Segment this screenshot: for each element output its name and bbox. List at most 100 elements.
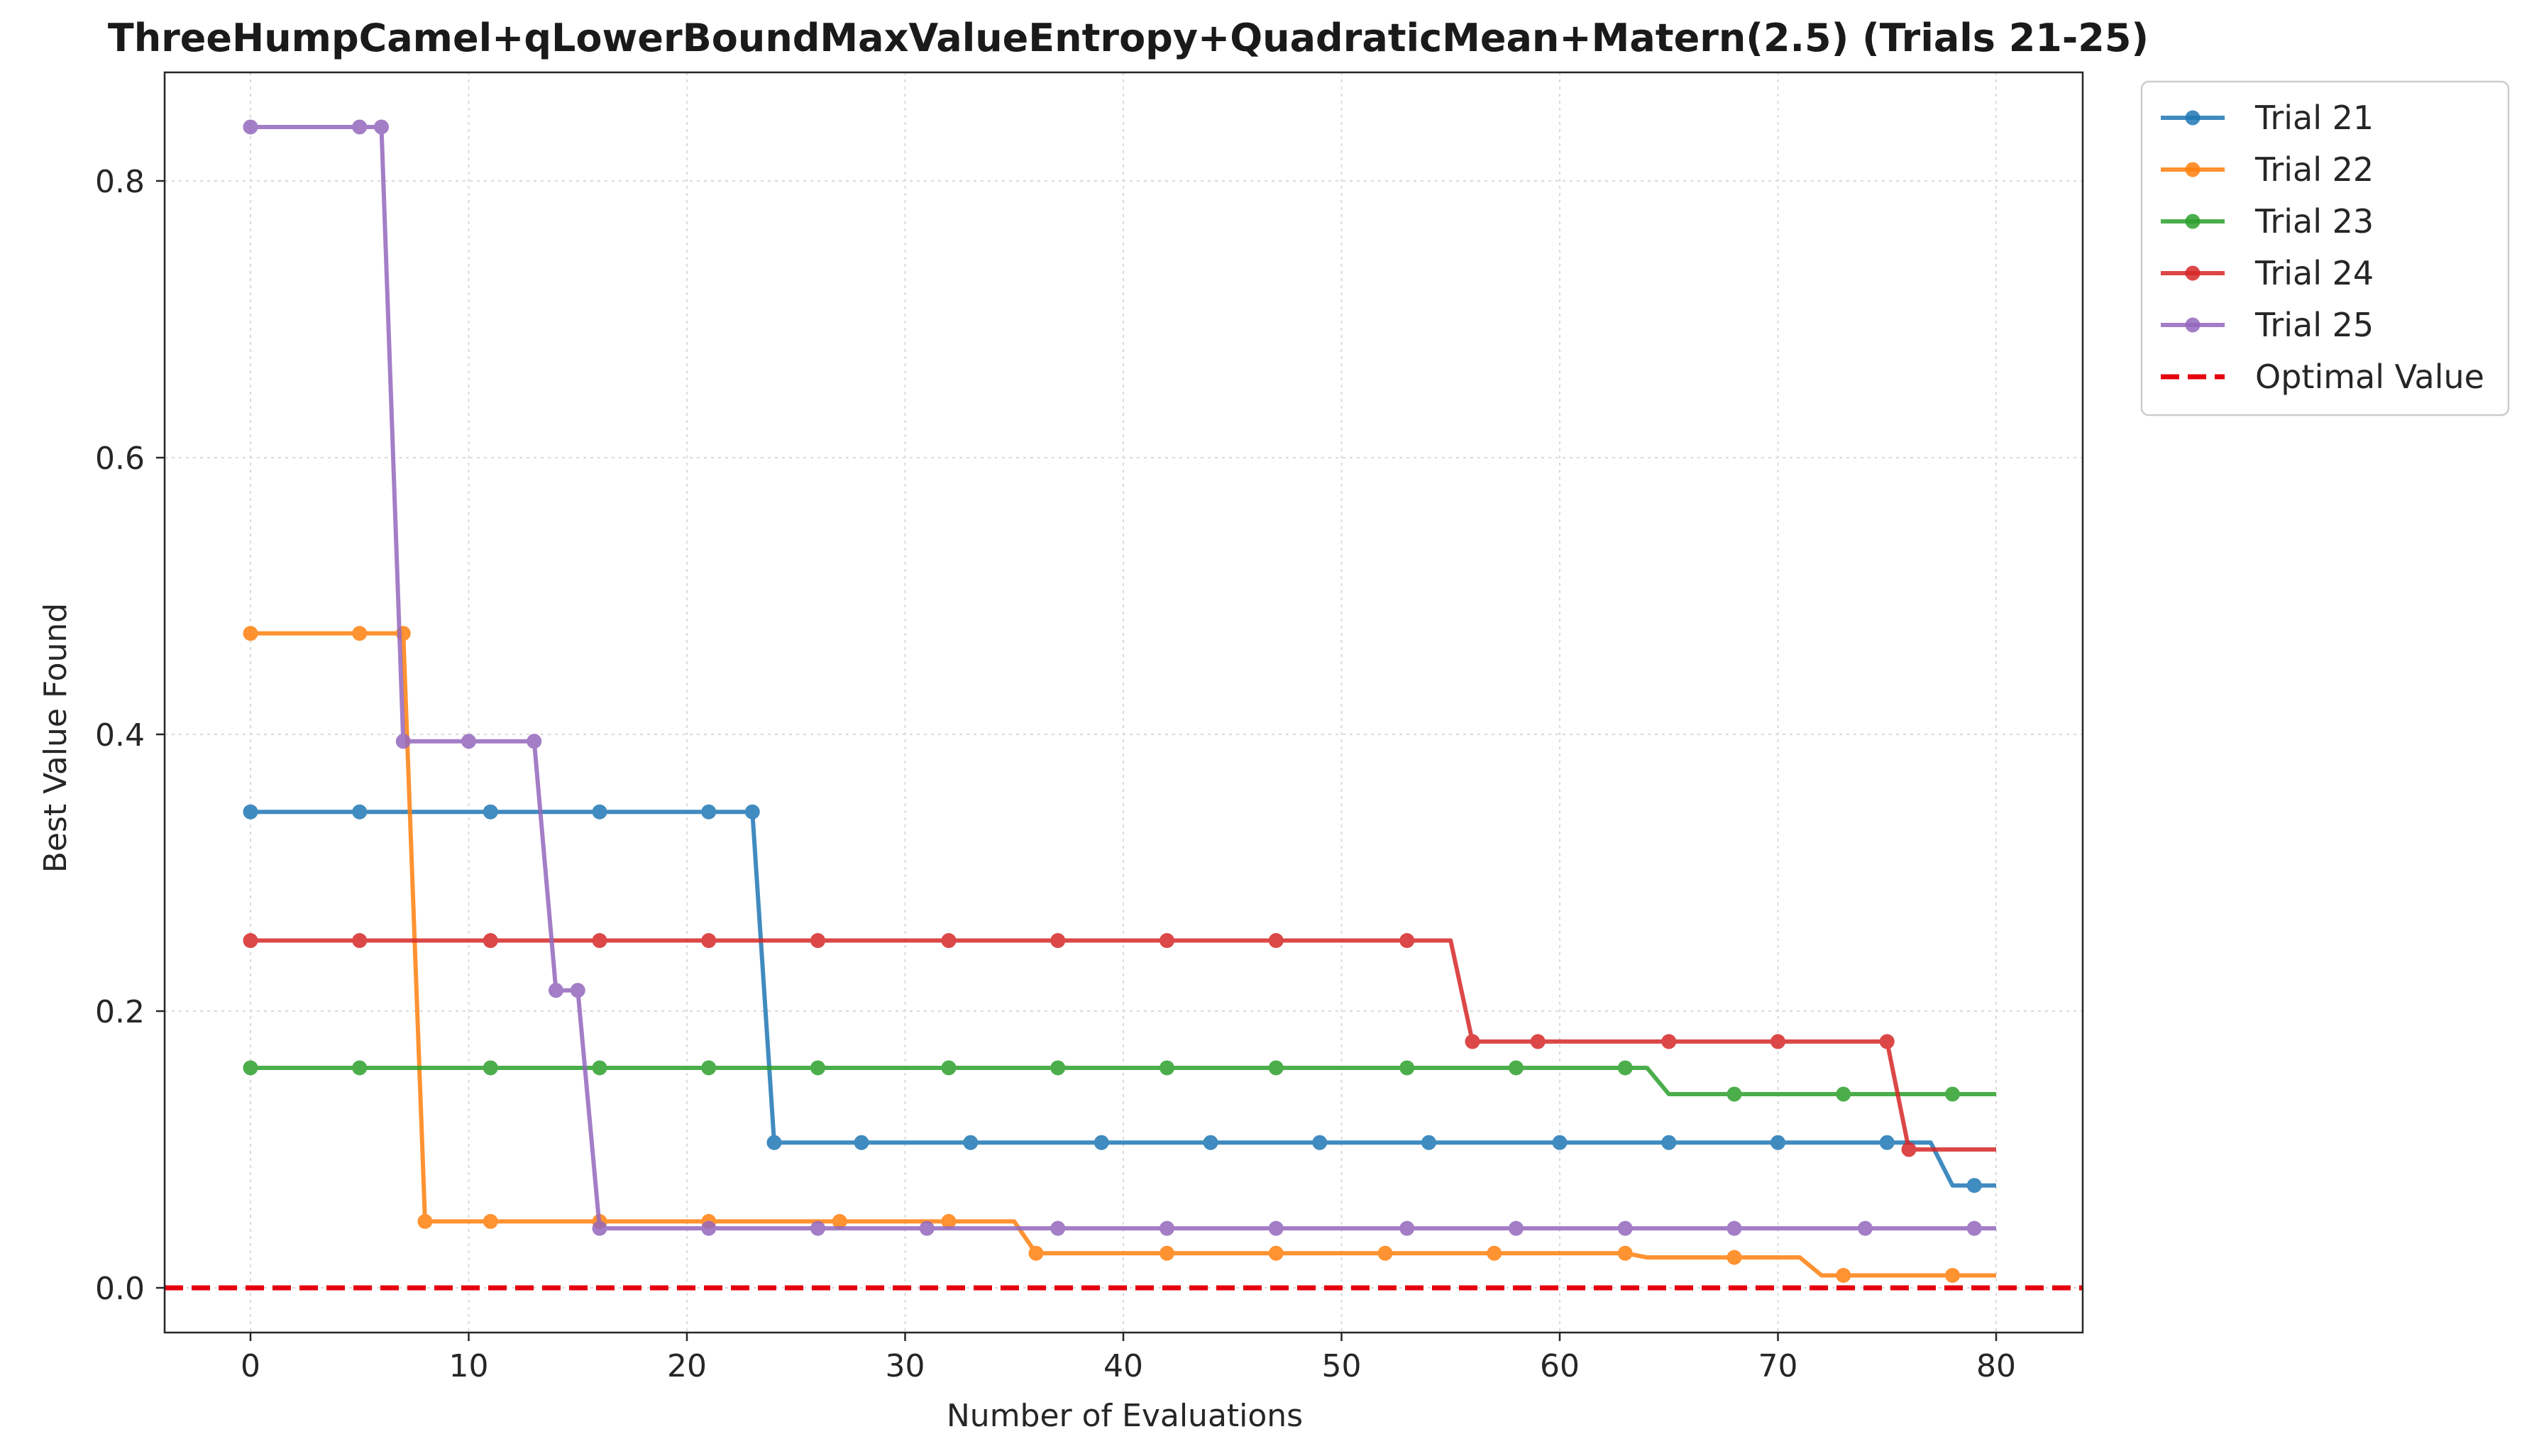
data-point-trial-24: [1465, 1034, 1480, 1049]
data-point-trial-23: [483, 1060, 498, 1076]
y-tick-label: 0.4: [95, 717, 145, 754]
data-point-trial-24: [1160, 933, 1174, 949]
y-tick-label: 0.2: [95, 994, 145, 1030]
data-point-trial-25: [919, 1220, 935, 1236]
data-point-trial-23: [1160, 1060, 1174, 1076]
data-point-trial-24: [1050, 933, 1066, 949]
series-trial-21: [243, 804, 1996, 1193]
data-point-trial-25: [1050, 1220, 1066, 1236]
data-point-trial-25: [1726, 1220, 1742, 1236]
data-point-trial-25: [570, 983, 585, 998]
y-tick-label: 0.8: [95, 164, 145, 200]
data-point-trial-25: [1966, 1220, 1982, 1236]
legend-label: Trial 22: [2254, 150, 2374, 189]
data-point-trial-23: [1050, 1060, 1066, 1076]
legend-marker: [2185, 317, 2201, 333]
legend-item-trial-21: Trial 21: [2161, 99, 2374, 137]
data-point-trial-23: [1399, 1060, 1415, 1076]
data-point-trial-23: [1836, 1086, 1851, 1102]
series-trial-24: [243, 933, 1996, 1157]
data-point-trial-23: [701, 1060, 717, 1076]
data-point-trial-24: [1879, 1034, 1895, 1049]
legend-label: Optimal Value: [2255, 358, 2484, 396]
x-axis-label: Number of Evaluations: [947, 1398, 1303, 1434]
data-point-trial-21: [1770, 1135, 1785, 1150]
series-line-trial-25: [250, 124, 1996, 1231]
data-point-trial-25: [1399, 1220, 1415, 1236]
data-point-trial-22: [1617, 1245, 1633, 1261]
legend-item-trial-24: Trial 24: [2161, 254, 2374, 292]
data-point-trial-25: [592, 1220, 607, 1236]
data-point-trial-22: [1377, 1245, 1393, 1261]
data-point-trial-21: [352, 804, 368, 820]
data-point-trial-24: [592, 933, 607, 949]
data-point-trial-23: [1268, 1060, 1284, 1076]
x-tick-label: 60: [1540, 1348, 1580, 1384]
data-point-trial-21: [1552, 1135, 1568, 1150]
data-point-trial-21: [592, 804, 607, 820]
data-point-trial-25: [810, 1220, 825, 1236]
grid: [165, 72, 2083, 1333]
data-point-trial-21: [1203, 1135, 1218, 1150]
legend-item-trial-22: Trial 22: [2161, 150, 2374, 189]
data-point-trial-22: [243, 626, 258, 641]
data-point-trial-24: [243, 933, 258, 949]
data-point-trial-22: [1028, 1245, 1044, 1261]
data-point-trial-24: [483, 933, 498, 949]
y-tick-label: 0.6: [95, 441, 145, 477]
data-point-trial-21: [854, 1135, 869, 1150]
y-tick-label: 0.0: [95, 1271, 145, 1307]
x-tick-label: 80: [1976, 1348, 2016, 1384]
x-tick-label: 30: [886, 1348, 925, 1384]
data-point-trial-22: [1487, 1245, 1502, 1261]
data-point-trial-23: [243, 1060, 258, 1076]
data-point-trial-21: [701, 804, 717, 820]
data-point-trial-22: [1160, 1245, 1174, 1261]
legend-marker: [2185, 110, 2201, 126]
data-point-trial-24: [1661, 1034, 1677, 1049]
data-point-trial-23: [592, 1060, 607, 1076]
legend-item-optimal-value: Optimal Value: [2161, 358, 2484, 396]
data-point-trial-25: [1509, 1220, 1524, 1236]
x-tick-label: 0: [241, 1348, 260, 1384]
series-line-trial-24: [250, 938, 1996, 1152]
series-trial-25: [243, 119, 1996, 1236]
data-point-trial-23: [1726, 1086, 1742, 1102]
data-point-trial-22: [1945, 1267, 1960, 1283]
legend-marker: [2185, 214, 2201, 229]
data-point-trial-25: [527, 734, 542, 749]
data-point-trial-24: [1901, 1142, 1917, 1157]
data-point-trial-22: [1836, 1267, 1851, 1283]
data-point-trial-24: [1268, 933, 1284, 949]
data-point-trial-22: [483, 1213, 498, 1229]
data-point-trial-25: [1858, 1220, 1873, 1236]
data-point-trial-25: [1268, 1220, 1284, 1236]
data-point-trial-21: [963, 1135, 979, 1150]
data-point-trial-21: [1966, 1178, 1982, 1193]
x-tick-label: 10: [449, 1348, 489, 1384]
chart-title: ThreeHumpCamel+qLowerBoundMaxValueEntrop…: [108, 16, 2149, 60]
legend-label: Trial 23: [2254, 202, 2374, 241]
data-point-trial-24: [1770, 1034, 1785, 1049]
legend: Trial 21 Trial 22 Trial 23 Trial 24 Trial 25…: [2140, 80, 2510, 417]
data-point-trial-24: [701, 933, 717, 949]
data-point-trial-25: [352, 119, 368, 135]
data-point-trial-22: [352, 626, 368, 641]
data-point-trial-21: [1421, 1135, 1436, 1150]
data-point-trial-21: [1094, 1135, 1109, 1150]
data-point-trial-22: [832, 1213, 847, 1229]
x-tick-label: 20: [667, 1348, 707, 1384]
data-point-trial-21: [1312, 1135, 1328, 1150]
data-point-trial-21: [1661, 1135, 1677, 1150]
data-point-trial-25: [1617, 1220, 1633, 1236]
data-point-trial-24: [1530, 1034, 1546, 1049]
data-point-trial-24: [941, 933, 957, 949]
legend-label: Trial 25: [2254, 306, 2374, 344]
data-point-trial-24: [810, 933, 825, 949]
data-point-trial-23: [810, 1060, 825, 1076]
legend-marker: [2185, 162, 2201, 177]
data-point-trial-21: [744, 804, 760, 820]
data-point-trial-21: [766, 1135, 782, 1150]
legend-item-trial-23: Trial 23: [2161, 202, 2374, 241]
